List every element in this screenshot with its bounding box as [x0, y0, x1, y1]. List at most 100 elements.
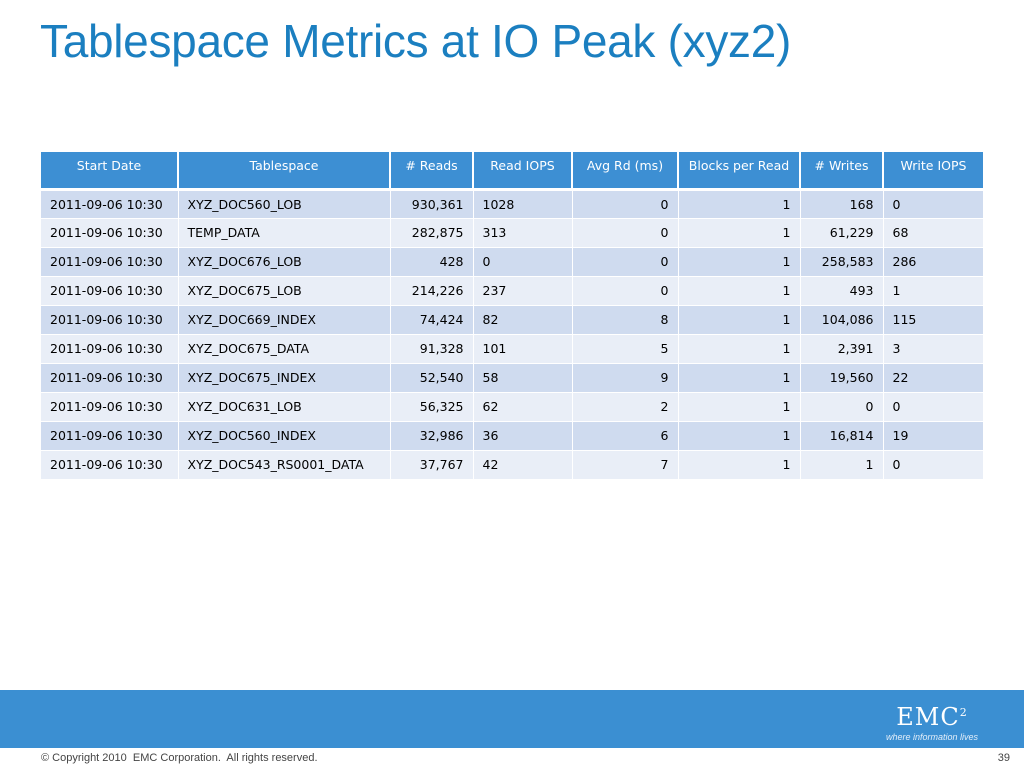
table-row: 2011-09-06 10:30 XYZ_DOC560_INDEX 32,986…: [41, 421, 983, 451]
cell-avg-rd-ms: 0: [572, 276, 679, 306]
cell-blocks-per-read: 1: [678, 189, 801, 219]
cell-writes: 61,229: [800, 218, 884, 248]
cell-reads: 930,361: [390, 189, 474, 219]
table-row: 2011-09-06 10:30 XYZ_DOC669_INDEX 74,424…: [41, 305, 983, 335]
cell-blocks-per-read: 1: [678, 305, 801, 335]
cell-read-iops: 58: [473, 363, 573, 393]
cell-start-date: 2011-09-06 10:30: [41, 247, 179, 277]
cell-writes: 16,814: [800, 421, 884, 451]
cell-read-iops: 237: [473, 276, 573, 306]
copyright-notice: © Copyright 2010 EMC Corporation. All ri…: [41, 752, 318, 764]
column-header-start-date: Start Date: [41, 152, 179, 191]
cell-blocks-per-read: 1: [678, 276, 801, 306]
cell-avg-rd-ms: 5: [572, 334, 679, 364]
cell-tablespace: XYZ_DOC631_LOB: [178, 392, 391, 422]
table-row: 2011-09-06 10:30 XYZ_DOC676_LOB 428 0 0 …: [41, 247, 983, 277]
cell-blocks-per-read: 1: [678, 363, 801, 393]
cell-reads: 74,424: [390, 305, 474, 335]
cell-read-iops: 82: [473, 305, 573, 335]
cell-tablespace: XYZ_DOC669_INDEX: [178, 305, 391, 335]
cell-start-date: 2011-09-06 10:30: [41, 363, 179, 393]
column-header-tablespace: Tablespace: [178, 152, 391, 191]
cell-start-date: 2011-09-06 10:30: [41, 392, 179, 422]
cell-write-iops: 0: [883, 392, 983, 422]
emc-logo: EMC2 where information lives: [884, 700, 980, 742]
cell-blocks-per-read: 1: [678, 450, 801, 480]
cell-blocks-per-read: 1: [678, 247, 801, 277]
column-header-write-iops: Write IOPS: [883, 152, 983, 191]
cell-tablespace: XYZ_DOC543_RS0001_DATA: [178, 450, 391, 480]
cell-write-iops: 1: [883, 276, 983, 306]
cell-read-iops: 62: [473, 392, 573, 422]
cell-reads: 32,986: [390, 421, 474, 451]
cell-write-iops: 0: [883, 450, 983, 480]
table-row: 2011-09-06 10:30 XYZ_DOC675_LOB 214,226 …: [41, 276, 983, 306]
cell-write-iops: 115: [883, 305, 983, 335]
cell-reads: 52,540: [390, 363, 474, 393]
cell-writes: 493: [800, 276, 884, 306]
cell-avg-rd-ms: 2: [572, 392, 679, 422]
cell-start-date: 2011-09-06 10:30: [41, 450, 179, 480]
cell-tablespace: TEMP_DATA: [178, 218, 391, 248]
page-number: 39: [997, 752, 1010, 764]
cell-reads: 428: [390, 247, 474, 277]
slide-title: Tablespace Metrics at IO Peak (xyz2): [40, 15, 792, 67]
table-row: 2011-09-06 10:30 XYZ_DOC631_LOB 56,325 6…: [41, 392, 983, 422]
cell-read-iops: 1028: [473, 189, 573, 219]
table-row: 2011-09-06 10:30 XYZ_DOC543_RS0001_DATA …: [41, 450, 983, 480]
column-header-reads: # Reads: [390, 152, 474, 191]
logo-wordmark: EMC2: [896, 703, 968, 731]
cell-avg-rd-ms: 8: [572, 305, 679, 335]
cell-writes: 104,086: [800, 305, 884, 335]
cell-start-date: 2011-09-06 10:30: [41, 305, 179, 335]
cell-write-iops: 3: [883, 334, 983, 364]
cell-start-date: 2011-09-06 10:30: [41, 189, 179, 219]
footer-band: EMC2 where information lives: [0, 690, 1024, 748]
cell-reads: 214,226: [390, 276, 474, 306]
cell-blocks-per-read: 1: [678, 218, 801, 248]
cell-read-iops: 42: [473, 450, 573, 480]
logo-tagline: where information lives: [885, 732, 979, 742]
cell-read-iops: 101: [473, 334, 573, 364]
column-header-writes: # Writes: [800, 152, 884, 191]
cell-reads: 91,328: [390, 334, 474, 364]
cell-avg-rd-ms: 0: [572, 189, 679, 219]
cell-avg-rd-ms: 9: [572, 363, 679, 393]
tablespace-metrics-table: Start Date Tablespace # Reads Read IOPS …: [41, 152, 983, 480]
cell-tablespace: XYZ_DOC560_LOB: [178, 189, 391, 219]
logo-superscript: 2: [959, 706, 968, 719]
cell-writes: 0: [800, 392, 884, 422]
cell-reads: 37,767: [390, 450, 474, 480]
cell-write-iops: 19: [883, 421, 983, 451]
table-row: 2011-09-06 10:30 XYZ_DOC675_INDEX 52,540…: [41, 363, 983, 393]
cell-start-date: 2011-09-06 10:30: [41, 421, 179, 451]
cell-start-date: 2011-09-06 10:30: [41, 276, 179, 306]
table-header-row: Start Date Tablespace # Reads Read IOPS …: [41, 152, 983, 191]
cell-tablespace: XYZ_DOC675_DATA: [178, 334, 391, 364]
cell-tablespace: XYZ_DOC676_LOB: [178, 247, 391, 277]
cell-tablespace: XYZ_DOC675_LOB: [178, 276, 391, 306]
cell-avg-rd-ms: 7: [572, 450, 679, 480]
column-header-avg-rd-ms: Avg Rd (ms): [572, 152, 679, 191]
table-row: 2011-09-06 10:30 XYZ_DOC560_LOB 930,361 …: [41, 189, 983, 219]
cell-write-iops: 286: [883, 247, 983, 277]
cell-writes: 2,391: [800, 334, 884, 364]
cell-writes: 168: [800, 189, 884, 219]
cell-tablespace: XYZ_DOC675_INDEX: [178, 363, 391, 393]
cell-avg-rd-ms: 6: [572, 421, 679, 451]
cell-write-iops: 0: [883, 189, 983, 219]
cell-blocks-per-read: 1: [678, 421, 801, 451]
cell-reads: 282,875: [390, 218, 474, 248]
cell-read-iops: 313: [473, 218, 573, 248]
cell-read-iops: 36: [473, 421, 573, 451]
table-row: 2011-09-06 10:30 TEMP_DATA 282,875 313 0…: [41, 218, 983, 248]
cell-tablespace: XYZ_DOC560_INDEX: [178, 421, 391, 451]
cell-read-iops: 0: [473, 247, 573, 277]
cell-blocks-per-read: 1: [678, 392, 801, 422]
cell-start-date: 2011-09-06 10:30: [41, 334, 179, 364]
column-header-blocks-per-read: Blocks per Read: [678, 152, 801, 191]
cell-writes: 19,560: [800, 363, 884, 393]
cell-reads: 56,325: [390, 392, 474, 422]
cell-write-iops: 22: [883, 363, 983, 393]
cell-start-date: 2011-09-06 10:30: [41, 218, 179, 248]
